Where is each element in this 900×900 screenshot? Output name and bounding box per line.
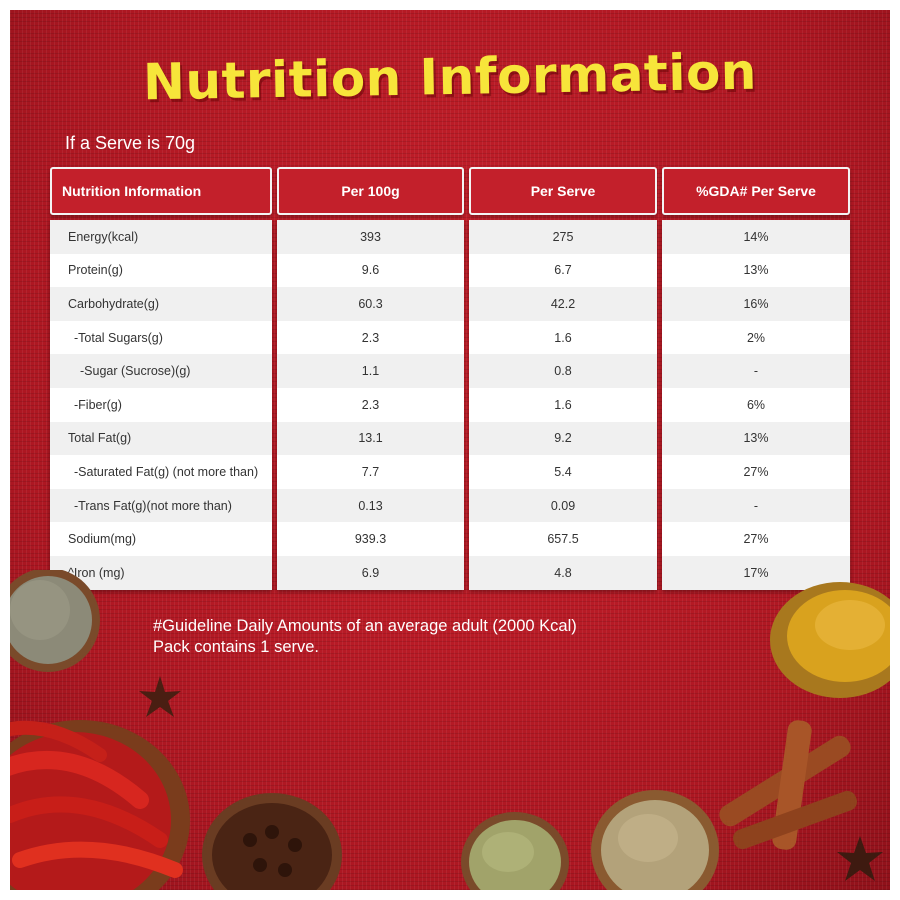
nutrient-name: ^Iron (mg) <box>50 555 272 590</box>
per-serve-value: 6.7 <box>469 253 657 288</box>
gda-value: 16% <box>662 287 850 321</box>
gda-values: 14% 13% 16% 2% -6% 13% 27% -27% 17% <box>662 220 850 590</box>
star-anise-icon <box>837 836 883 881</box>
nutrition-table: Nutrition Information Energy(kcal) Protei… <box>50 167 850 590</box>
column-per-100g: Per 100g 393 9.6 60.3 2.3 1.1 2.3 13.1 7.7 0.13 9… <box>277 167 464 590</box>
column-gda: %GDA# Per Serve 14% 13% 16% 2% -6% 13% 27% -27%… <box>662 167 850 590</box>
per-serve-value: 0.09 <box>469 488 657 523</box>
per-100g-value: 13.1 <box>277 421 464 456</box>
coriander-bowl-icon <box>591 790 719 890</box>
clove-bowl-icon <box>202 793 342 890</box>
header-per-100g: Per 100g <box>277 167 464 215</box>
chili-bowl-icon <box>10 720 190 890</box>
nutrient-name: Protein(g) <box>50 253 272 288</box>
cinnamon-stick-icon <box>719 720 857 850</box>
gda-value: 6% <box>662 387 850 422</box>
per-serve-value: 4.8 <box>469 555 657 590</box>
nutrient-name: Energy(kcal) <box>50 220 272 254</box>
per-serve-values: 275 6.7 42.2 1.6 0.8 1.6 9.2 5.4 0.09 657.5 4.8 <box>469 220 657 590</box>
nutrient-name: -Fiber(g) <box>50 387 272 422</box>
nutrient-name: Sodium(mg) <box>50 522 272 556</box>
per-100g-value: 2.3 <box>277 320 464 355</box>
spice-decoration <box>10 570 890 890</box>
nutrient-name: Carbohydrate(g) <box>50 287 272 321</box>
per-100g-value: 1.1 <box>277 354 464 388</box>
gda-value: 2% <box>662 320 850 355</box>
per-100g-value: 9.6 <box>277 253 464 288</box>
per-100g-value: 7.7 <box>277 455 464 489</box>
star-anise-icon <box>139 676 181 717</box>
per-serve-value: 5.4 <box>469 455 657 489</box>
nutrient-name: Total Fat(g) <box>50 421 272 456</box>
header-nutrition-information: Nutrition Information <box>50 167 272 215</box>
header-gda-per-serve: %GDA# Per Serve <box>662 167 850 215</box>
nutrient-name: -Saturated Fat(g) (not more than) <box>50 455 272 489</box>
per-100g-value: 60.3 <box>277 287 464 321</box>
per-100g-value: 393 <box>277 220 464 254</box>
gda-value: 27% <box>662 522 850 556</box>
nutrient-name: -Trans Fat(g)(not more than) <box>50 488 272 523</box>
fennel-bowl-icon <box>461 812 569 890</box>
nutrient-names: Energy(kcal) Protein(g) Carbohydrate(g) -To… <box>50 220 272 590</box>
gda-value: 13% <box>662 253 850 288</box>
nutrient-name: -Total Sugars(g) <box>50 320 272 355</box>
gda-value: 13% <box>662 421 850 456</box>
per-serve-value: 1.6 <box>469 320 657 355</box>
per-serve-value: 42.2 <box>469 287 657 321</box>
per-100g-value: 6.9 <box>277 555 464 590</box>
turmeric-bowl-icon <box>770 582 890 698</box>
nutrient-name: -Sugar (Sucrose)(g) <box>50 354 272 388</box>
gda-value: 17% <box>662 555 850 590</box>
per-serve-value: 1.6 <box>469 387 657 422</box>
per-100g-value: 939.3 <box>277 522 464 556</box>
serve-size-note: If a Serve is 70g <box>65 133 196 153</box>
gda-value: - <box>662 488 850 523</box>
per-serve-value: 9.2 <box>469 421 657 456</box>
per-100g-value: 2.3 <box>277 387 464 422</box>
per-serve-value: 657.5 <box>469 522 657 556</box>
header-per-serve: Per Serve <box>469 167 657 215</box>
gda-value: 27% <box>662 455 850 489</box>
gda-value: 14% <box>662 220 850 254</box>
product-panel: Nutrition Information If a Serve is 70g … <box>10 10 890 890</box>
gda-value: - <box>662 354 850 388</box>
per-serve-value: 275 <box>469 220 657 254</box>
per-100g-value: 0.13 <box>277 488 464 523</box>
footnote-pack: Pack contains 1 serve. <box>153 638 319 656</box>
per-serve-value: 0.8 <box>469 354 657 388</box>
column-nutrient: Nutrition Information Energy(kcal) Protei… <box>50 167 272 590</box>
cumin-bowl-icon <box>10 570 100 672</box>
per-100g-values: 393 9.6 60.3 2.3 1.1 2.3 13.1 7.7 0.13 939.3 6.9 <box>277 220 464 590</box>
footnote: #Guideline Daily Amounts of an average a… <box>153 616 577 658</box>
column-per-serve: Per Serve 275 6.7 42.2 1.6 0.8 1.6 9.2 5.4 0.09 6… <box>469 167 657 590</box>
footnote-gda: #Guideline Daily Amounts of an average a… <box>153 617 577 635</box>
page-title: Nutrition Information <box>142 42 758 112</box>
